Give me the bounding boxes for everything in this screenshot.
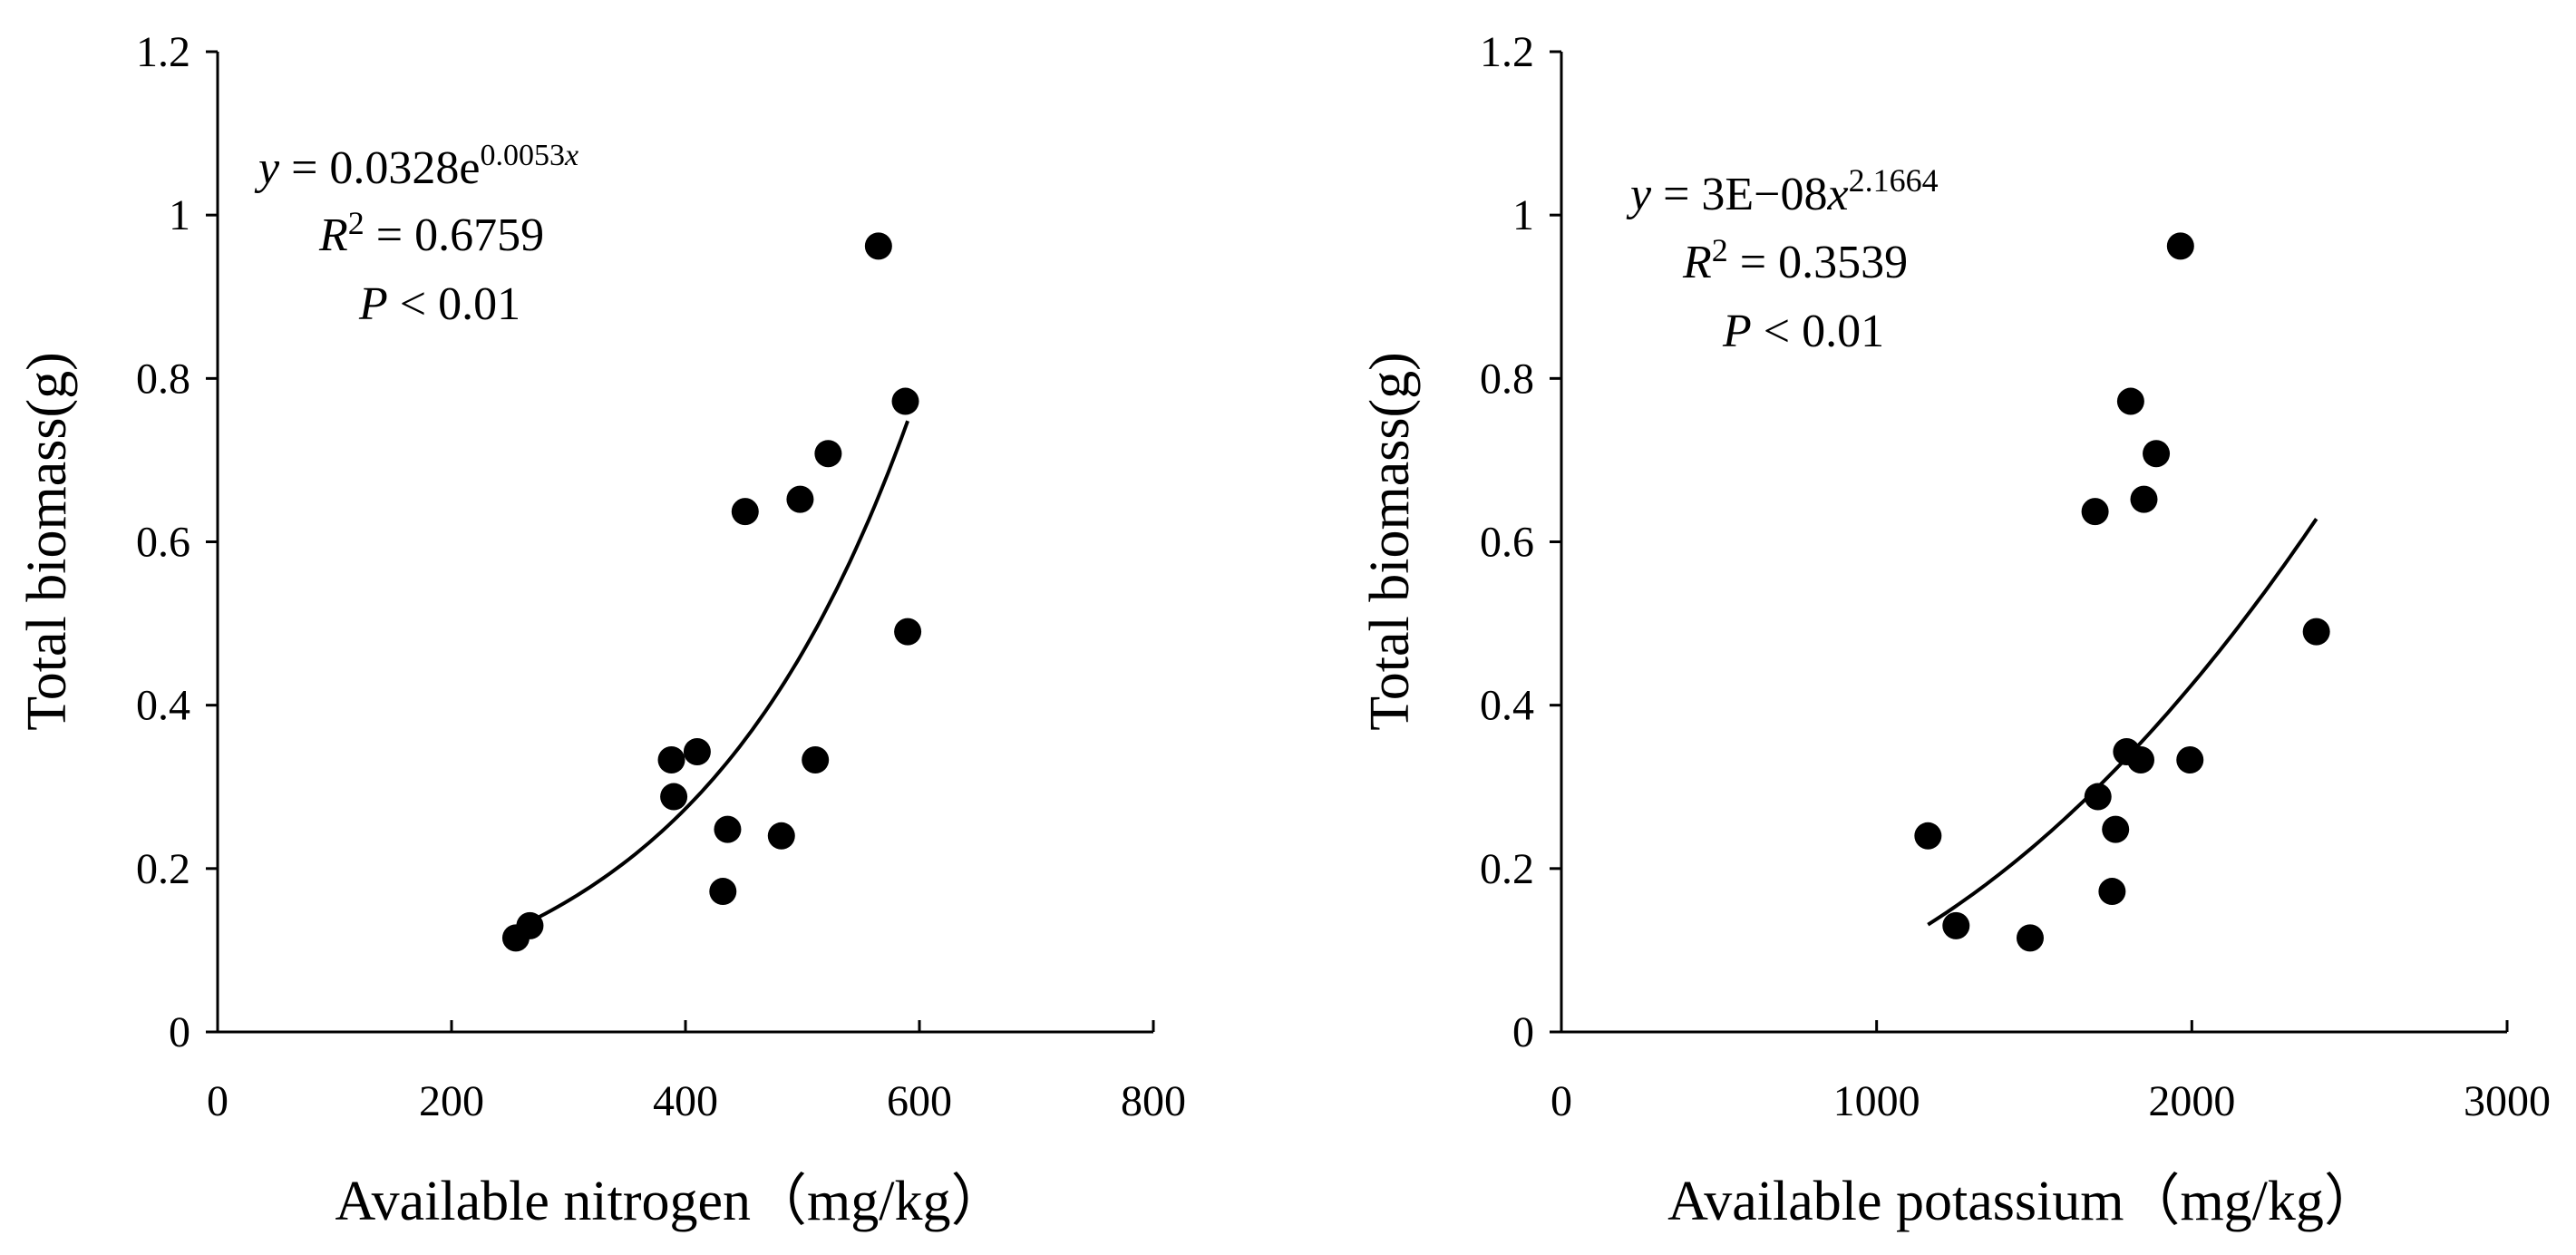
nitrogen-p-value: P < 0.01 bbox=[358, 278, 520, 330]
nitrogen-data-point bbox=[516, 911, 544, 939]
potassium-points bbox=[1914, 232, 2330, 952]
nitrogen-data-point bbox=[767, 822, 795, 850]
nitrogen-x-tick-label: 600 bbox=[887, 1077, 952, 1125]
potassium-data-point bbox=[2166, 232, 2194, 260]
potassium-data-point bbox=[2176, 746, 2204, 774]
potassium-x-tick-label: 0 bbox=[1550, 1077, 1572, 1125]
nitrogen-y-tick-label: 0.4 bbox=[136, 682, 190, 730]
nitrogen-x-axis-title: Available nitrogen（mg/kg） bbox=[335, 1171, 1007, 1232]
nitrogen-points bbox=[501, 232, 922, 952]
nitrogen-x-tick-label: 0 bbox=[207, 1077, 228, 1125]
potassium-data-point bbox=[2098, 878, 2126, 906]
potassium-y-tick-label: 1.2 bbox=[1480, 28, 1534, 76]
potassium-data-point bbox=[2116, 387, 2144, 415]
nitrogen-y-axis-title: Total biomass(g) bbox=[16, 352, 78, 731]
nitrogen-x-tick-label: 200 bbox=[419, 1077, 484, 1125]
nitrogen-x-tick-label: 800 bbox=[1121, 1077, 1186, 1125]
nitrogen-y-tick-label: 0.2 bbox=[136, 845, 190, 893]
nitrogen-equation: y = 0.0328e0.0053x bbox=[254, 139, 578, 194]
potassium-equation: y = 3E−08x2.1664 bbox=[1626, 162, 1939, 220]
potassium-x-axis-title: Available potassium（mg/kg） bbox=[1667, 1171, 2380, 1232]
potassium-data-point bbox=[2081, 498, 2109, 526]
potassium-data-point bbox=[2084, 783, 2112, 811]
potassium-y-tick-label: 0 bbox=[1512, 1008, 1534, 1056]
nitrogen-y-tick-label: 0.6 bbox=[136, 519, 190, 567]
potassium-data-point bbox=[2302, 618, 2330, 646]
potassium-r-squared: R2 = 0.3539 bbox=[1682, 232, 1908, 288]
nitrogen-ticks: 0 0.2 0.4 0.6 0.8 1 1.2 0 200 400 600 800 bbox=[136, 28, 1186, 1125]
potassium-data-point bbox=[2130, 485, 2158, 513]
nitrogen-data-point bbox=[894, 618, 922, 646]
potassium-ticks: 0 0.2 0.4 0.6 0.8 1 1.2 0 1000 2000 3000 bbox=[1480, 28, 2551, 1125]
nitrogen-data-point bbox=[786, 485, 814, 513]
nitrogen-data-point bbox=[891, 387, 919, 415]
potassium-data-point bbox=[2143, 440, 2171, 468]
nitrogen-y-tick-label: 0 bbox=[169, 1008, 190, 1056]
potassium-y-axis-title: Total biomass(g) bbox=[1359, 352, 1421, 731]
potassium-data-point bbox=[2016, 924, 2044, 952]
nitrogen-y-tick-label: 1.2 bbox=[136, 28, 190, 76]
potassium-fit-line bbox=[1927, 518, 2318, 927]
nitrogen-data-point bbox=[657, 746, 685, 774]
potassium-y-tick-label: 0.8 bbox=[1480, 355, 1534, 403]
nitrogen-x-tick-label: 400 bbox=[653, 1077, 718, 1125]
potassium-p-value: P < 0.01 bbox=[1722, 306, 1884, 357]
nitrogen-data-point bbox=[731, 498, 759, 526]
potassium-y-tick-label: 0.2 bbox=[1480, 845, 1534, 893]
nitrogen-data-point bbox=[814, 440, 842, 468]
nitrogen-data-point bbox=[709, 878, 737, 906]
nitrogen-fit-curve bbox=[518, 420, 909, 929]
potassium-y-tick-label: 0.6 bbox=[1480, 519, 1534, 567]
potassium-y-tick-label: 0.4 bbox=[1480, 682, 1534, 730]
nitrogen-data-point bbox=[714, 815, 742, 843]
nitrogen-data-point bbox=[660, 783, 688, 811]
potassium-data-point bbox=[1942, 911, 1970, 939]
potassium-y-tick-label: 1 bbox=[1512, 191, 1534, 239]
potassium-data-point bbox=[2102, 815, 2130, 843]
nitrogen-panel: 0 0.2 0.4 0.6 0.8 1 1.2 0 200 400 600 800 Available… bbox=[16, 28, 1186, 1232]
nitrogen-y-tick-label: 1 bbox=[169, 191, 190, 239]
nitrogen-data-point bbox=[802, 746, 830, 774]
potassium-data-point bbox=[2127, 746, 2155, 774]
nitrogen-data-point bbox=[864, 232, 892, 260]
potassium-x-tick-label: 3000 bbox=[2464, 1077, 2551, 1125]
potassium-data-point bbox=[1914, 822, 1942, 850]
potassium-panel: 0 0.2 0.4 0.6 0.8 1 1.2 0 1000 2000 3000 Available… bbox=[1359, 28, 2551, 1232]
potassium-x-tick-label: 1000 bbox=[1833, 1077, 1920, 1125]
nitrogen-r-squared: R2 = 0.6759 bbox=[318, 205, 544, 261]
nitrogen-y-tick-label: 0.8 bbox=[136, 355, 190, 403]
potassium-x-tick-label: 2000 bbox=[2148, 1077, 2235, 1125]
nitrogen-data-point bbox=[683, 738, 711, 766]
